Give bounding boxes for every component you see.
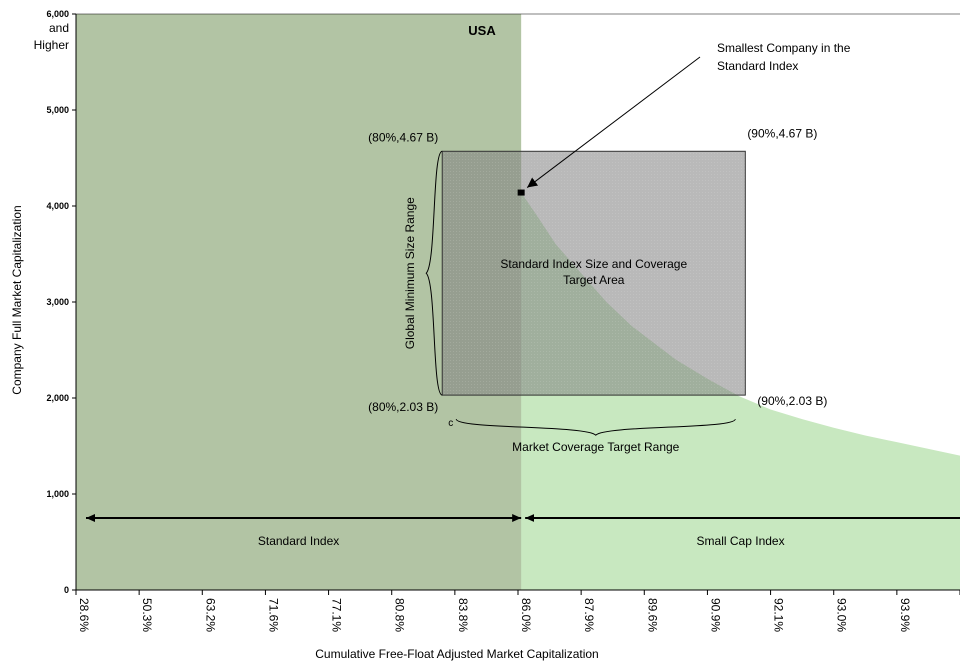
y-tick-label: 4,000	[46, 201, 69, 211]
corner-label-top-left: (80%,4.67 B)	[368, 130, 438, 144]
x-tick-label: 92.1%	[772, 598, 786, 632]
corner-label-top-right: (90%,4.67 B)	[747, 126, 817, 140]
x-tick-label: 93.0%	[835, 598, 849, 632]
x-tick-label: 89.6%	[645, 598, 659, 632]
x-tick-label: 50.3%	[140, 598, 154, 632]
x-tick-label: 87.9%	[582, 598, 596, 632]
y-tick-label: 2,000	[46, 393, 69, 403]
global-min-size-label: Global Minimum Size Range	[403, 197, 417, 349]
x-tick-label: 80.8%	[393, 598, 407, 632]
y-top-label-extra: and	[49, 21, 69, 35]
corner-label-bottom-left: (80%,2.03 B)	[368, 400, 438, 414]
smallest-company-label-2: Standard Index	[717, 59, 798, 73]
market-coverage-brace	[455, 418, 736, 436]
target-area-label-2: Target Area	[563, 273, 625, 287]
x-tick-label: 63.2%	[203, 598, 217, 632]
y-tick-label: 3,000	[46, 297, 69, 307]
chart-title: USA	[468, 23, 496, 38]
x-tick-label: 90.9%	[708, 598, 722, 632]
smallest-company-arrow	[526, 56, 701, 188]
x-tick-label: 86.0%	[519, 598, 533, 632]
corner-label-bottom-right: (90%,2.03 B)	[757, 394, 827, 408]
x-tick-label: 77.1%	[330, 598, 344, 632]
market-coverage-label: Market Coverage Target Range	[512, 440, 680, 454]
x-axis-ticks: 28.6% 50.3% 63.2% 71.6% 77.1% 80.8% 83.8% 86.0%…	[75, 590, 960, 632]
y-tick-label: 6,000	[46, 9, 69, 19]
x-tick-label: 71.6%	[266, 598, 280, 632]
smallest-company-label: Smallest Company in the	[717, 41, 851, 55]
y-axis-ticks: 0 1,000 2,000 3,000 4,000 5,000 6,000 and Higher	[34, 9, 76, 595]
smallest-company-marker	[517, 189, 525, 196]
small-cap-index-label: Small Cap Index	[697, 534, 785, 548]
y-top-label-extra: Higher	[34, 38, 69, 52]
target-area-box	[441, 150, 746, 396]
target-area-label: Standard Index Size and Coverage	[500, 257, 687, 271]
x-tick-label: 83.8%	[456, 598, 470, 632]
x-tick-label: 28.6%	[77, 598, 91, 632]
standard-index-area	[76, 14, 522, 590]
y-axis-label: Company Full Market Capitalization	[10, 205, 24, 394]
y-tick-label: 1,000	[46, 489, 69, 499]
x-axis-label: Cumulative Free-Float Adjusted Market Ca…	[315, 647, 598, 661]
y-tick-label: 5,000	[46, 105, 69, 115]
brace-stray-mark: c	[448, 418, 453, 429]
y-tick-label: 0	[64, 585, 69, 595]
global-min-size-brace	[425, 150, 443, 396]
x-tick-label: 93.9%	[898, 598, 912, 632]
standard-index-label: Standard Index	[258, 534, 339, 548]
